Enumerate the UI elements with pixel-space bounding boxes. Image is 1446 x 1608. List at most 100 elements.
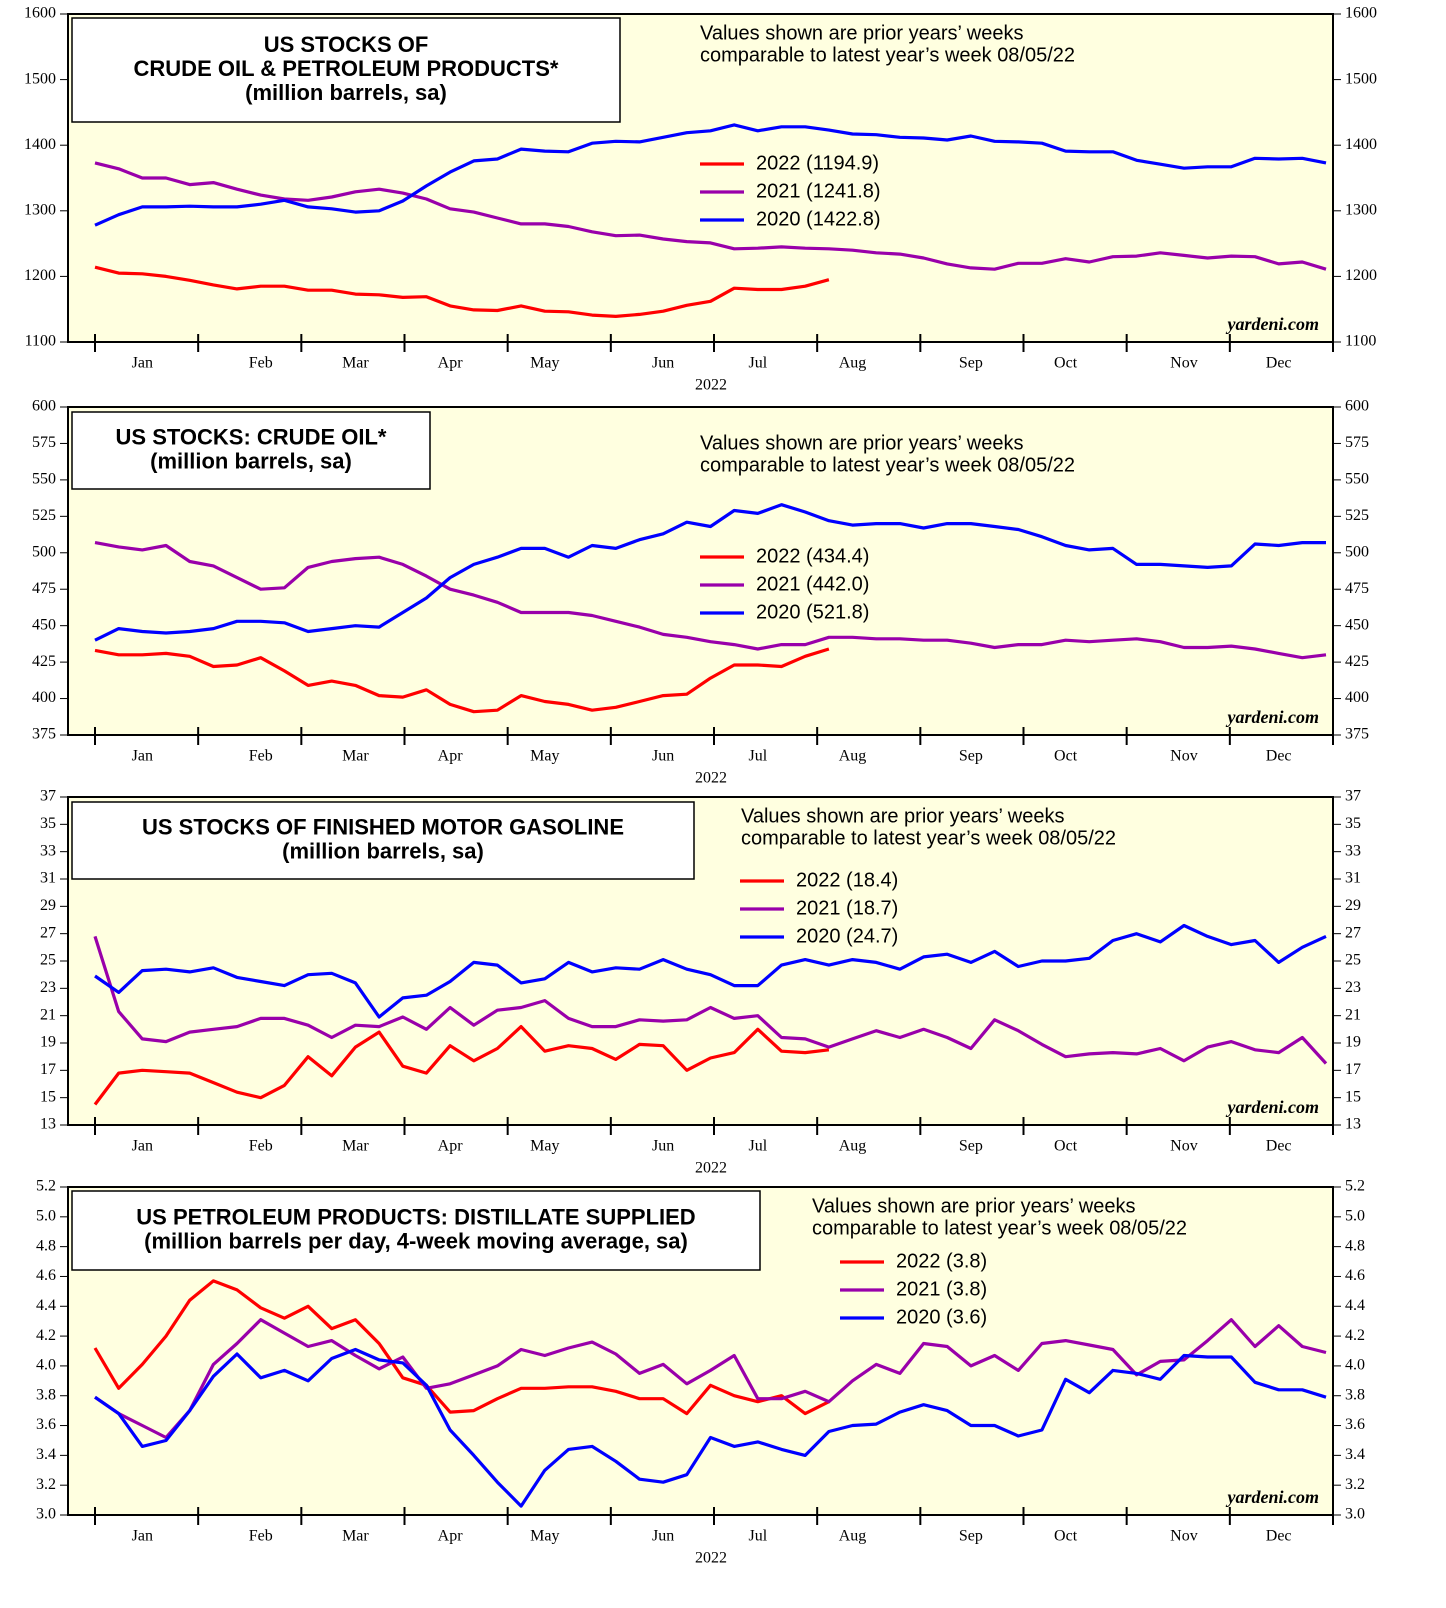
- y-tick-label: 37: [40, 788, 56, 805]
- x-tick-label: Apr: [438, 1138, 464, 1155]
- series-line: [93, 935, 1328, 1065]
- x-tick-label: Feb: [249, 1528, 273, 1545]
- y2-tick-label: 450: [1345, 616, 1369, 633]
- y2-tick-label: 5.2: [1345, 1178, 1365, 1195]
- x-tick-label: Mar: [342, 355, 369, 372]
- y-tick-label: 4.2: [36, 1327, 56, 1344]
- y-tick-label: 4.8: [36, 1237, 56, 1254]
- title-box: [71, 411, 431, 490]
- y-tick-label: 1100: [25, 333, 56, 350]
- x-tick-label: Jun: [652, 748, 674, 765]
- y-tick-label: 1500: [24, 70, 56, 87]
- x-tick-label: Jul: [749, 748, 768, 765]
- y-tick-label: 4.0: [36, 1357, 56, 1374]
- series-line: [94, 503, 1326, 642]
- x-tick-label: Jan: [132, 1138, 153, 1155]
- x-tick-label: Mar: [342, 748, 369, 765]
- y2-tick-label: 525: [1345, 507, 1369, 524]
- x-tick-label: Aug: [839, 1138, 867, 1155]
- series-line: [93, 1279, 830, 1416]
- y2-tick-label: 550: [1345, 471, 1369, 488]
- y-tick-label: 475: [32, 580, 56, 597]
- y2-tick-label: 25: [1345, 952, 1361, 969]
- y-tick-label: 4.4: [36, 1297, 56, 1314]
- y-tick-label: 5.2: [36, 1178, 56, 1195]
- y-tick-label: 23: [40, 979, 56, 996]
- title-box: [71, 801, 695, 880]
- series-line: [94, 161, 1327, 271]
- chart-title: US STOCKS: CRUDE OIL*: [116, 424, 387, 449]
- x-tick-label: Nov: [1170, 748, 1198, 765]
- y-tick-label: 31: [40, 870, 56, 887]
- source: yardeni.com: [1226, 1487, 1320, 1507]
- x-tick-label: Jun: [652, 1528, 674, 1545]
- title-box: [71, 17, 621, 123]
- legend-label: 2020 (3.6): [896, 1306, 987, 1328]
- y-tick-label: 29: [40, 897, 56, 914]
- y-tick-label: 525: [32, 507, 56, 524]
- x-tick-label: Nov: [1170, 1528, 1198, 1545]
- y2-tick-label: 475: [1345, 580, 1369, 597]
- y-tick-label: 1600: [24, 5, 56, 22]
- y-tick-label: 600: [32, 398, 56, 415]
- annotation: Values shown are prior years’ weeks: [700, 22, 1023, 44]
- x-axis-label: 2022: [695, 377, 727, 394]
- legend-label: 2022 (18.4): [796, 869, 898, 891]
- series-line: [94, 1347, 1327, 1508]
- y2-tick-label: 1400: [1345, 136, 1377, 153]
- chart-title: CRUDE OIL & PETROLEUM PRODUCTS*: [134, 56, 559, 81]
- y2-tick-label: 31: [1345, 870, 1361, 887]
- y-tick-label: 400: [32, 689, 56, 706]
- source: yardeni.com: [1226, 1097, 1320, 1117]
- x-tick-label: Jun: [652, 1138, 674, 1155]
- y-tick-label: 33: [40, 842, 56, 859]
- y2-tick-label: 1500: [1345, 70, 1377, 87]
- x-tick-label: Aug: [839, 748, 867, 765]
- y-tick-label: 450: [32, 616, 56, 633]
- annotation: Values shown are prior years’ weeks: [700, 432, 1023, 454]
- y2-tick-label: 15: [1345, 1088, 1361, 1105]
- y-tick-label: 425: [32, 653, 56, 670]
- annotation: Values shown are prior years’ weeks: [741, 805, 1064, 827]
- legend-label: 2021 (442.0): [756, 573, 869, 595]
- x-tick-label: Aug: [839, 1528, 867, 1545]
- y2-tick-label: 19: [1345, 1034, 1361, 1051]
- x-axis-label: 2022: [695, 1160, 727, 1177]
- y2-tick-label: 1100: [1345, 333, 1376, 350]
- y2-tick-label: 425: [1345, 653, 1369, 670]
- y-tick-label: 5.0: [36, 1207, 56, 1224]
- x-tick-label: Oct: [1054, 748, 1078, 765]
- x-tick-label: Sep: [959, 1528, 983, 1545]
- y2-tick-label: 29: [1345, 897, 1361, 914]
- x-tick-label: Dec: [1266, 1528, 1292, 1545]
- x-tick-label: Feb: [249, 1138, 273, 1155]
- annotation: comparable to latest year’s week 08/05/2…: [741, 827, 1116, 849]
- x-axis-label: 2022: [695, 770, 727, 787]
- y-tick-label: 1300: [24, 201, 56, 218]
- x-tick-label: Mar: [342, 1528, 369, 1545]
- y-tick-label: 35: [40, 815, 56, 832]
- y2-tick-label: 5.0: [1345, 1207, 1365, 1224]
- x-tick-label: Jun: [652, 355, 674, 372]
- y2-tick-label: 21: [1345, 1006, 1361, 1023]
- x-tick-label: Sep: [959, 748, 983, 765]
- x-tick-label: Nov: [1170, 355, 1198, 372]
- y-tick-label: 3.4: [36, 1446, 56, 1463]
- y2-tick-label: 4.6: [1345, 1267, 1365, 1284]
- y2-tick-label: 375: [1345, 726, 1369, 743]
- y2-tick-label: 17: [1345, 1061, 1361, 1078]
- y-tick-label: 1400: [24, 136, 56, 153]
- x-tick-label: Oct: [1054, 1138, 1078, 1155]
- x-tick-label: Apr: [438, 355, 464, 372]
- chart-title: (million barrels, sa): [150, 448, 352, 473]
- y2-tick-label: 1300: [1345, 201, 1377, 218]
- chart-title: (million barrels, sa): [245, 80, 447, 105]
- x-axis-label: 2022: [695, 1550, 727, 1567]
- y-tick-label: 27: [40, 924, 56, 941]
- x-tick-label: Dec: [1266, 1138, 1292, 1155]
- y-tick-label: 15: [40, 1088, 56, 1105]
- series-line: [94, 123, 1327, 227]
- chart-title: (million barrels, sa): [282, 838, 484, 863]
- y-tick-label: 17: [40, 1061, 56, 1078]
- legend-label: 2022 (1194.9): [756, 152, 879, 174]
